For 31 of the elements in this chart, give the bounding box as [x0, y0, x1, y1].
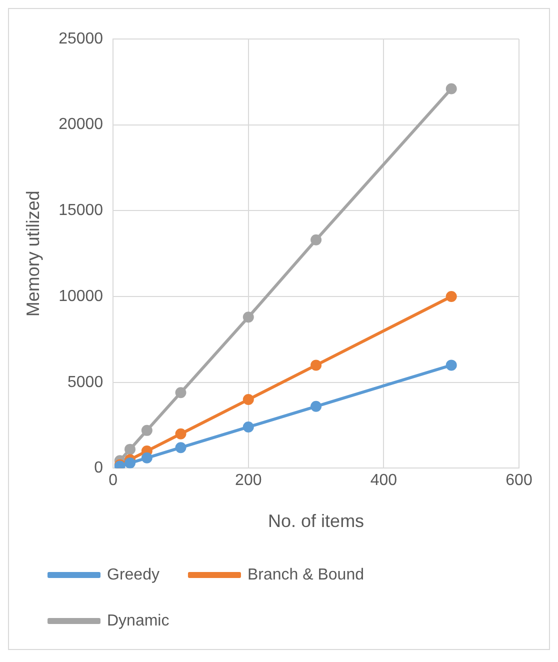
legend-label: Dynamic	[107, 612, 170, 630]
y-tick-label: 0	[94, 460, 104, 477]
x-tick-label: 200	[235, 472, 262, 490]
legend-label: Branch & Bound	[247, 566, 364, 584]
point	[242, 394, 254, 406]
point	[446, 83, 457, 94]
point	[175, 428, 186, 440]
y-tick-label: 25000	[58, 30, 104, 48]
point	[310, 400, 322, 412]
point	[446, 291, 457, 302]
point	[446, 360, 457, 371]
point	[175, 442, 186, 454]
point	[175, 387, 186, 398]
x-tick-label: 600	[506, 472, 532, 490]
point	[310, 234, 322, 246]
point	[124, 444, 136, 455]
point	[242, 421, 254, 432]
point	[124, 458, 136, 468]
point	[310, 360, 322, 371]
point	[141, 424, 152, 436]
x-tick-label: 400	[370, 472, 398, 490]
y-axis-title: Memory utilized	[22, 190, 43, 317]
y-tick-label: 20000	[58, 116, 104, 134]
point	[242, 312, 254, 323]
legend-label: Greedy	[107, 566, 160, 584]
y-tick-label: 15000	[58, 202, 104, 220]
point	[141, 452, 152, 464]
y-tick-label: 5000	[68, 374, 104, 391]
x-tick-label: 0	[108, 472, 118, 490]
y-tick-label: 10000	[58, 288, 104, 305]
x-axis-title: No. of items	[268, 511, 364, 532]
